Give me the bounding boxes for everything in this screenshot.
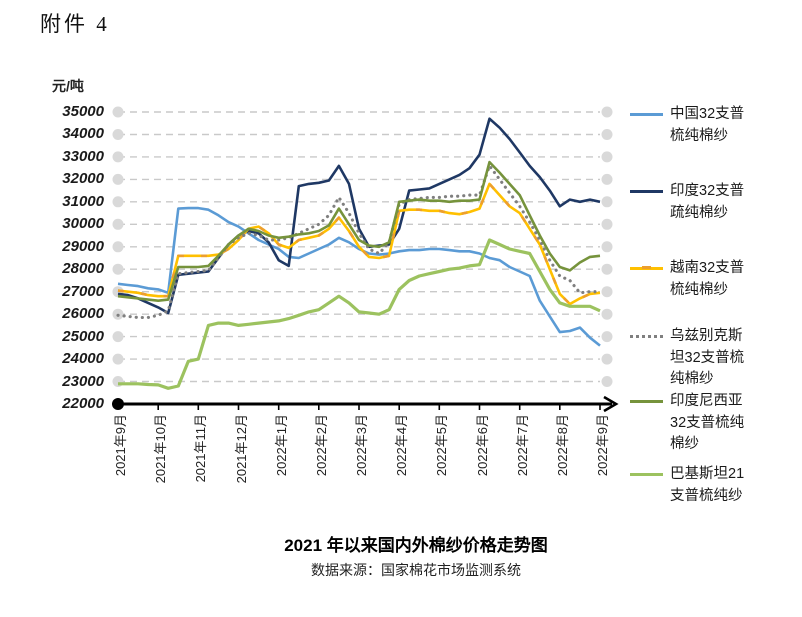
- x-tick-label: 2021年10月: [153, 414, 169, 484]
- legend-label: 乌兹别克斯 坦32支普梳 纯棉纱: [670, 328, 745, 387]
- chart-source-note: 数据来源：国家棉花市场监测系统: [311, 562, 521, 578]
- legend-item: 印度32支普 疏纯棉纱: [630, 181, 744, 224]
- legend-label: 印度32支普 疏纯棉纱: [670, 183, 745, 221]
- legend-label: 越南32支普 梳纯棉纱: [670, 260, 745, 298]
- y-tick-label: 33000: [62, 147, 104, 165]
- legend-line-sample: [630, 335, 663, 338]
- x-tick-label: 2021年11月: [193, 414, 209, 483]
- y-tick-label: 31000: [62, 192, 104, 210]
- y-tick-label: 28000: [62, 260, 104, 278]
- legend-label: 中国32支普 梳纯棉纱: [670, 106, 745, 144]
- x-tick-label: 2021年9月: [113, 414, 128, 477]
- legend-line-sample: [630, 190, 663, 193]
- legend-marker-dash: [642, 266, 651, 269]
- x-tick-label: 2022年1月: [273, 414, 289, 477]
- y-tick-label: 30000: [62, 215, 104, 233]
- y-axis-unit-label: 元/吨: [52, 78, 84, 94]
- y-tick-label: 35000: [62, 103, 104, 120]
- legend-item: 越南32支普 梳纯棉纱: [630, 258, 744, 301]
- y-tick-label: 23000: [62, 372, 104, 390]
- y-tick-label: 34000: [62, 125, 104, 143]
- legend-label: 印度尼西亚 32支普梳纯 棉纱: [670, 393, 745, 452]
- legend-line-sample: [630, 266, 663, 270]
- y-tick-label: 27000: [62, 282, 104, 300]
- legend-line-sample: [630, 473, 663, 476]
- x-tick-label: 2022年5月: [434, 414, 450, 477]
- chart-title: 2021 年以来国内外棉纱价格走势图: [284, 536, 548, 555]
- y-tick-label: 24000: [62, 350, 104, 368]
- y-tick-label: 29000: [62, 237, 104, 255]
- x-tick-label: 2022年9月: [595, 414, 610, 477]
- x-tick-label: 2022年4月: [394, 414, 410, 477]
- legend-label: 巴基斯坦21 支普梳纯纱: [670, 466, 745, 504]
- legend-item: 印度尼西亚 32支普梳纯 棉纱: [630, 391, 744, 456]
- y-tick-label: 25000: [62, 327, 104, 345]
- y-tick-label: 32000: [62, 170, 104, 188]
- x-tick-label: 2022年8月: [554, 414, 570, 477]
- y-tick-label: 26000: [62, 305, 104, 323]
- legend-line-sample: [630, 400, 663, 403]
- chart-legend: 中国32支普 梳纯棉纱 印度32支普 疏纯棉纱 越南32支普 梳纯棉纱乌兹别克斯 坦…: [630, 0, 802, 617]
- legend-line-sample: [630, 113, 663, 116]
- x-tick-label: 2022年7月: [514, 414, 530, 477]
- legend-item: 乌兹别克斯 坦32支普梳 纯棉纱: [630, 326, 744, 391]
- x-tick-label: 2021年12月: [233, 414, 249, 484]
- legend-item: 巴基斯坦21 支普梳纯纱: [630, 464, 744, 507]
- x-tick-label: 2022年2月: [313, 414, 329, 477]
- attachment-label: 附件 4: [40, 12, 110, 36]
- x-tick-label: 2022年6月: [474, 414, 490, 477]
- legend-item: 中国32支普 梳纯棉纱: [630, 104, 744, 147]
- x-tick-label: 2022年3月: [354, 414, 369, 477]
- y-tick-label: 22000: [62, 395, 104, 412]
